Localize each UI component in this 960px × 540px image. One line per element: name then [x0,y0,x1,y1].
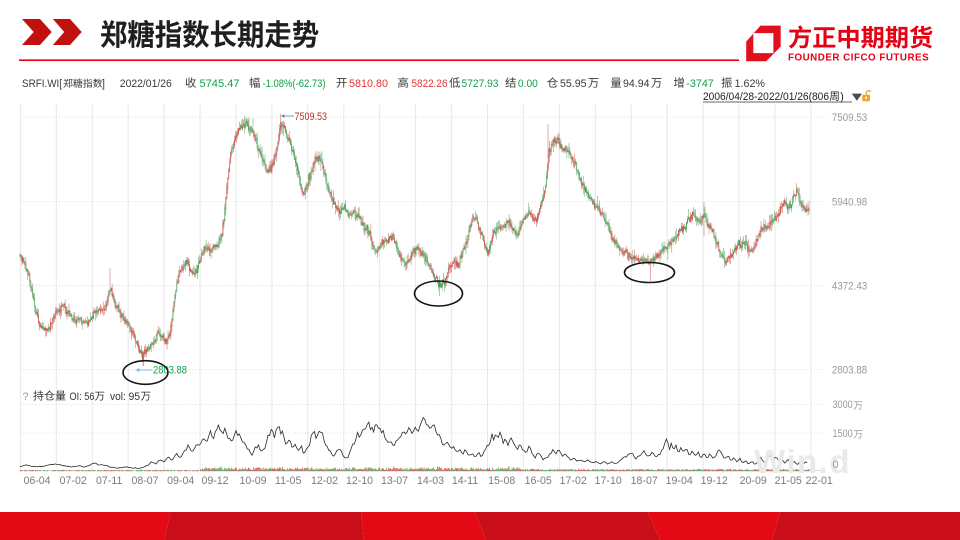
svg-text:07-11: 07-11 [96,475,122,487]
svg-text:55.95: 55.95 [560,78,587,90]
svg-text:0.00: 0.00 [518,78,538,90]
svg-text:5745.47: 5745.47 [200,78,240,90]
svg-text:09-04: 09-04 [167,475,194,487]
svg-text:SRFI.WI[: SRFI.WI[ [22,78,62,90]
svg-text:vol: 95: vol: 95 [110,391,140,403]
svg-text:?: ? [23,391,29,403]
svg-text:13-07: 13-07 [381,475,408,487]
svg-text:12-10: 12-10 [346,475,373,487]
svg-text:-1.08%(-62.73): -1.08%(-62.73) [263,78,326,90]
svg-text:5822.26: 5822.26 [412,78,448,90]
svg-text:Win.d: Win.d [754,443,851,480]
svg-text:17-10: 17-10 [595,475,622,487]
svg-text:2022/01/26: 2022/01/26 [120,78,172,90]
svg-text:7509.53: 7509.53 [832,112,867,124]
svg-text:16-05: 16-05 [525,475,552,487]
svg-text:20-09: 20-09 [740,475,767,487]
svg-text:08-07: 08-07 [131,475,158,487]
svg-text:7509.53: 7509.53 [295,111,328,123]
svg-text:19-12: 19-12 [701,475,728,487]
svg-text:2006/04/28-2022/01/26(806: 2006/04/28-2022/01/26(806 [703,91,829,103]
svg-text:FOUNDER CIFCO FUTURES: FOUNDER CIFCO FUTURES [788,53,929,64]
svg-text:3000: 3000 [833,399,853,411]
svg-text:11-05: 11-05 [275,475,301,487]
svg-text:4372.43: 4372.43 [832,280,867,292]
svg-text:06-04: 06-04 [23,475,50,487]
svg-text:17-02: 17-02 [560,475,587,487]
svg-text:15-08: 15-08 [488,475,515,487]
svg-text:-3747: -3747 [686,78,714,90]
svg-text:]: ] [102,78,105,90]
svg-text:21-05: 21-05 [775,475,802,487]
svg-text:5727.93: 5727.93 [462,78,499,90]
svg-text:2803.88: 2803.88 [153,365,187,377]
svg-text:OI: 56: OI: 56 [70,391,95,403]
svg-text:14-03: 14-03 [417,475,444,487]
svg-text:14-11: 14-11 [452,475,478,487]
svg-text:5940.98: 5940.98 [832,196,867,208]
svg-text:18-07: 18-07 [631,475,658,487]
svg-text:12-02: 12-02 [311,475,338,487]
svg-text:07-02: 07-02 [60,475,87,487]
svg-text:1500: 1500 [833,428,853,440]
svg-text:): ) [840,91,844,103]
svg-text:94.94: 94.94 [623,78,650,90]
svg-text:1.62%: 1.62% [735,78,766,90]
svg-text:2803.88: 2803.88 [832,365,867,377]
svg-text:19-04: 19-04 [666,475,693,487]
svg-text:0: 0 [833,459,839,471]
svg-text:22-01: 22-01 [806,475,833,487]
svg-text:09-12: 09-12 [201,475,228,487]
svg-text:10-09: 10-09 [239,475,266,487]
svg-text:5810.80: 5810.80 [349,78,388,90]
